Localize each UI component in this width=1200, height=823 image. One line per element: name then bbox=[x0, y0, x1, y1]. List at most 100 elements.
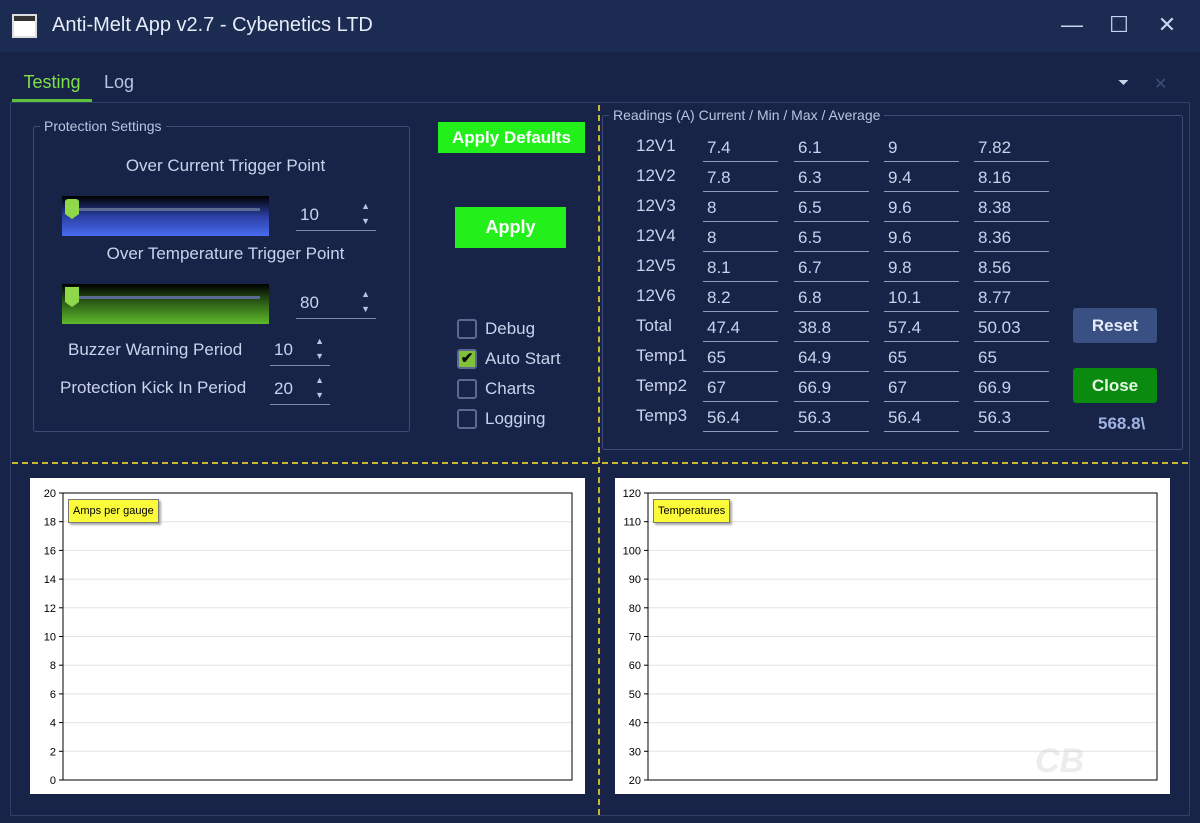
tab-close-icon[interactable]: ✕ bbox=[1154, 76, 1168, 93]
reset-button[interactable]: Reset bbox=[1073, 308, 1157, 343]
title-bar: Anti-Melt App v2.7 - Cybenetics LTD — ☐ … bbox=[0, 0, 1200, 52]
tab-dropdown-icon[interactable]: ⏷ bbox=[1118, 74, 1130, 90]
reading-value: 8 bbox=[703, 196, 778, 222]
reading-value: 65 bbox=[884, 346, 959, 372]
over-temperature-slider[interactable] bbox=[62, 284, 269, 324]
reading-value: 65 bbox=[703, 346, 778, 372]
slider-thumb[interactable] bbox=[65, 287, 79, 307]
amps-chart: 0 2 4 6 8 10 12 14 16 18 20 Amps per gauge bbox=[30, 478, 585, 794]
reading-value: 66.9 bbox=[974, 376, 1049, 402]
reading-value: 6.8 bbox=[794, 286, 869, 312]
reading-value: 56.3 bbox=[794, 406, 869, 432]
reading-row-label: 12V2 bbox=[636, 166, 676, 185]
y-tick-label: 14 bbox=[44, 574, 56, 586]
reading-value: 8.1 bbox=[703, 256, 778, 282]
reading-row-label: 12V1 bbox=[636, 136, 676, 155]
logging-label: Logging bbox=[485, 409, 546, 428]
reading-value: 8.36 bbox=[974, 226, 1049, 252]
reading-value: 56.4 bbox=[703, 406, 778, 432]
y-tick-label: 4 bbox=[50, 718, 56, 730]
debug-checkbox[interactable] bbox=[457, 319, 477, 339]
over-temperature-label: Over Temperature Trigger Point bbox=[106, 244, 345, 263]
reading-value: 7.82 bbox=[974, 136, 1049, 162]
reading-row-label: Temp1 bbox=[636, 346, 688, 365]
reading-row-label: Temp2 bbox=[636, 376, 688, 395]
debug-label: Debug bbox=[485, 319, 536, 338]
protection-kick-label: Protection Kick In Period bbox=[60, 378, 247, 397]
window-close-button[interactable]: ✕ bbox=[1157, 12, 1177, 37]
reading-row-label: 12V3 bbox=[636, 196, 676, 215]
buzzer-warning-spinner[interactable]: 10 ▲ ▼ bbox=[270, 336, 330, 366]
reading-value: 9.4 bbox=[884, 166, 959, 192]
y-tick-label: 110 bbox=[623, 517, 641, 529]
window-title: Anti-Melt App v2.7 - Cybenetics LTD bbox=[52, 14, 373, 36]
protection-settings-group: Protection Settings bbox=[33, 118, 410, 432]
y-tick-label: 8 bbox=[50, 660, 56, 672]
reading-value: 8.2 bbox=[703, 286, 778, 312]
apply-button[interactable]: Apply bbox=[455, 207, 566, 248]
y-tick-label: 90 bbox=[629, 574, 641, 586]
maximize-button[interactable]: ☐ bbox=[1109, 12, 1129, 37]
reading-row-label: 12V6 bbox=[636, 286, 676, 305]
apply-defaults-button[interactable]: Apply Defaults bbox=[438, 122, 585, 153]
slider-thumb[interactable] bbox=[65, 199, 79, 219]
logging-checkbox[interactable] bbox=[457, 409, 477, 429]
reading-value: 67 bbox=[703, 376, 778, 402]
reading-value: 38.8 bbox=[794, 316, 869, 342]
reading-value: 6.3 bbox=[794, 166, 869, 192]
close-button[interactable]: Close bbox=[1073, 368, 1157, 403]
reading-value: 64.9 bbox=[794, 346, 869, 372]
reading-value: 66.9 bbox=[794, 376, 869, 402]
reading-value: 8.16 bbox=[974, 166, 1049, 192]
reading-value: 65 bbox=[974, 346, 1049, 372]
y-tick-label: 120 bbox=[623, 488, 641, 500]
readings-legend: Readings (A) Current / Min / Max / Avera… bbox=[613, 107, 881, 123]
vertical-splitter[interactable] bbox=[598, 105, 600, 815]
y-tick-label: 10 bbox=[44, 632, 56, 644]
over-current-slider[interactable] bbox=[62, 196, 269, 236]
reading-value: 7.8 bbox=[703, 166, 778, 192]
reading-value: 47.4 bbox=[703, 316, 778, 342]
reading-value: 57.4 bbox=[884, 316, 959, 342]
reading-value: 8.38 bbox=[974, 196, 1049, 222]
tab-testing[interactable]: Testing bbox=[12, 72, 92, 102]
charts-label: Charts bbox=[485, 379, 536, 398]
y-tick-label: 100 bbox=[623, 545, 641, 557]
y-tick-label: 80 bbox=[629, 603, 641, 615]
y-tick-label: 2 bbox=[50, 746, 56, 758]
testing-panel bbox=[10, 102, 1190, 816]
chart-title: Temperatures bbox=[653, 499, 731, 523]
y-tick-label: 16 bbox=[44, 545, 56, 557]
minimize-button[interactable]: — bbox=[1061, 12, 1083, 37]
reading-row-label: Temp3 bbox=[636, 406, 688, 425]
reading-row-label: Total bbox=[636, 316, 672, 335]
over-temperature-spinner[interactable]: 80 ▲ ▼ bbox=[296, 289, 376, 319]
protection-kick-spinner[interactable]: 20 ▲ ▼ bbox=[270, 375, 330, 405]
charts-checkbox[interactable] bbox=[457, 379, 477, 399]
reading-value: 6.5 bbox=[794, 226, 869, 252]
reading-value: 8 bbox=[703, 226, 778, 252]
tab-log[interactable]: Log bbox=[104, 72, 135, 92]
reading-value: 10.1 bbox=[884, 286, 959, 312]
temperatures-chart: 20 30 40 50 60 70 80 90 100 110 120 Temperatures bbox=[615, 478, 1170, 794]
plot-area bbox=[647, 492, 1158, 781]
y-tick-label: 70 bbox=[629, 632, 641, 644]
reading-value: 67 bbox=[884, 376, 959, 402]
y-tick-label: 50 bbox=[629, 689, 641, 701]
reading-value: 6.5 bbox=[794, 196, 869, 222]
auto-start-checkbox[interactable]: ✔ bbox=[457, 349, 477, 369]
y-tick-label: 40 bbox=[629, 718, 641, 730]
over-current-spinner[interactable]: 10 ▲ ▼ bbox=[296, 201, 376, 231]
y-tick-label: 18 bbox=[44, 517, 56, 529]
reading-value: 50.03 bbox=[974, 316, 1049, 342]
y-tick-label: 20 bbox=[44, 488, 56, 500]
y-tick-label: 20 bbox=[629, 775, 641, 787]
horizontal-splitter[interactable] bbox=[12, 462, 1188, 464]
plot-area bbox=[62, 492, 573, 781]
reading-value: 9.8 bbox=[884, 256, 959, 282]
chart-title: Amps per gauge bbox=[68, 499, 159, 523]
checkmark-icon: ✔ bbox=[460, 350, 474, 367]
reading-value: 9.6 bbox=[884, 196, 959, 222]
reading-row-label: 12V5 bbox=[636, 256, 676, 275]
auto-start-label: Auto Start bbox=[485, 349, 561, 368]
